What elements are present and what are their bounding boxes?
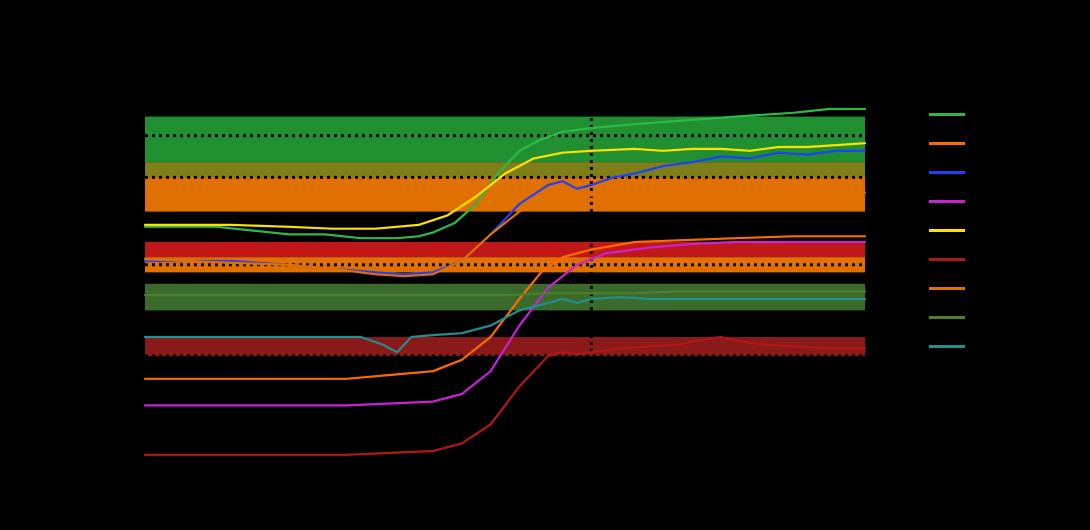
chart-svg bbox=[0, 0, 1090, 530]
legend-swatch bbox=[929, 113, 965, 116]
legend bbox=[929, 105, 975, 355]
legend-item bbox=[929, 221, 975, 239]
legend-item bbox=[929, 279, 975, 297]
legend-item bbox=[929, 163, 975, 181]
chart-container bbox=[0, 0, 1090, 530]
legend-item bbox=[929, 250, 975, 268]
legend-swatch bbox=[929, 229, 965, 232]
legend-item bbox=[929, 134, 975, 152]
legend-swatch bbox=[929, 287, 965, 290]
legend-swatch bbox=[929, 200, 965, 203]
legend-swatch bbox=[929, 171, 965, 174]
legend-item bbox=[929, 105, 975, 123]
legend-swatch bbox=[929, 258, 965, 261]
legend-swatch bbox=[929, 142, 965, 145]
legend-item bbox=[929, 337, 975, 355]
legend-swatch bbox=[929, 345, 965, 348]
legend-swatch bbox=[929, 316, 965, 319]
legend-item bbox=[929, 192, 975, 210]
legend-item bbox=[929, 308, 975, 326]
